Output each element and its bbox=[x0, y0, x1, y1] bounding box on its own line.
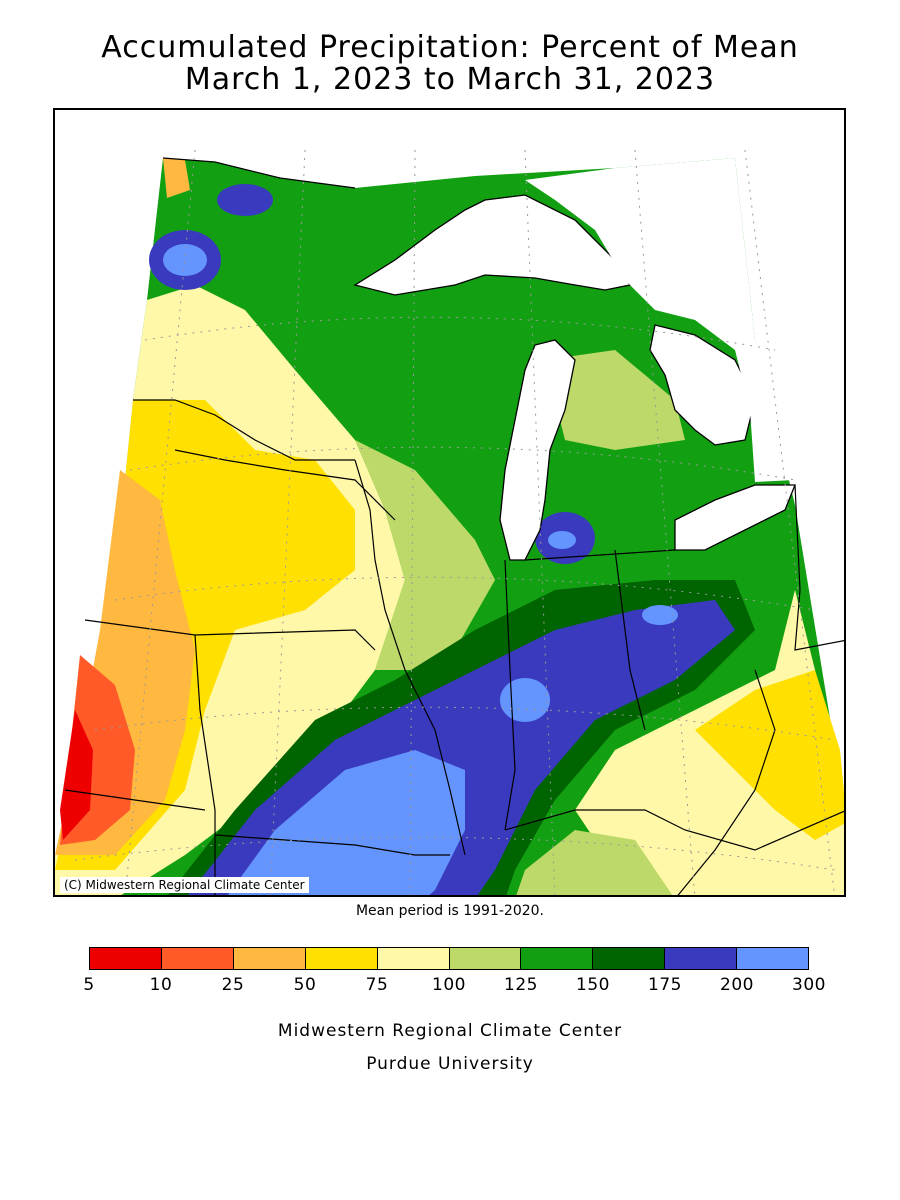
mean-period-note: Mean period is 1991-2020. bbox=[355, 903, 545, 919]
zone-200-300-lake-michigan bbox=[548, 531, 576, 549]
state-borders bbox=[64, 157, 844, 895]
legend-tick-10: 300 bbox=[792, 975, 826, 995]
footer-organization: Midwestern Regional Climate Center bbox=[277, 1021, 623, 1041]
legend-swatch-1 bbox=[161, 948, 234, 969]
zone-200-300-ohio bbox=[642, 605, 678, 625]
map-canvas bbox=[55, 149, 844, 895]
zone-175-200-arrowhead bbox=[217, 184, 273, 216]
legend-swatch-8 bbox=[665, 948, 738, 969]
zone-50-75-southeast bbox=[695, 670, 844, 840]
color-legend bbox=[89, 947, 809, 970]
legend-swatch-2 bbox=[233, 948, 306, 969]
map-title: Accumulated Precipitation: Percent of Me… bbox=[101, 30, 799, 65]
zone-200-300-indiana bbox=[500, 678, 550, 722]
zone-200-300-band bbox=[227, 750, 465, 895]
legend-tick-5: 100 bbox=[432, 975, 466, 995]
precipitation-map: (C) Midwestern Regional Climate Center bbox=[53, 108, 846, 897]
legend-swatch-6 bbox=[521, 948, 594, 969]
legend-tick-6: 125 bbox=[504, 975, 538, 995]
lake-huron bbox=[649, 324, 756, 446]
legend-tick-1: 10 bbox=[149, 975, 173, 995]
legend-tick-7: 150 bbox=[576, 975, 610, 995]
canada-land bbox=[525, 158, 795, 482]
map-date-range: March 1, 2023 to March 31, 2023 bbox=[184, 62, 716, 97]
zone-100-125-central bbox=[355, 440, 495, 670]
zone-100-125-michigan bbox=[545, 350, 685, 450]
lat-lon-grid bbox=[74, 149, 836, 895]
legend-swatch-9 bbox=[737, 948, 809, 969]
footer-university: Purdue University bbox=[366, 1054, 534, 1074]
legend-tick-3: 50 bbox=[293, 975, 317, 995]
zone-100-125-southeast bbox=[516, 830, 673, 895]
legend-tick-8: 175 bbox=[648, 975, 682, 995]
zone-200-300-north-mn bbox=[163, 244, 207, 276]
legend-tick-9: 200 bbox=[720, 975, 754, 995]
zone-5-10-west bbox=[60, 710, 93, 840]
legend-swatch-3 bbox=[305, 948, 378, 969]
lake-erie bbox=[674, 484, 796, 551]
map-copyright: (C) Midwestern Regional Climate Center bbox=[60, 877, 309, 893]
legend-tick-0: 5 bbox=[83, 975, 95, 995]
legend-swatch-7 bbox=[593, 948, 666, 969]
legend-swatch-5 bbox=[449, 948, 522, 969]
zone-50-75-northwest bbox=[163, 158, 190, 198]
legend-tick-4: 75 bbox=[365, 975, 389, 995]
legend-swatch-4 bbox=[377, 948, 450, 969]
legend-swatch-0 bbox=[90, 948, 162, 969]
legend-tick-labels: 5 10 25 50 75 100 125 150 175 200 300 bbox=[0, 975, 900, 1001]
legend-tick-2: 25 bbox=[221, 975, 245, 995]
